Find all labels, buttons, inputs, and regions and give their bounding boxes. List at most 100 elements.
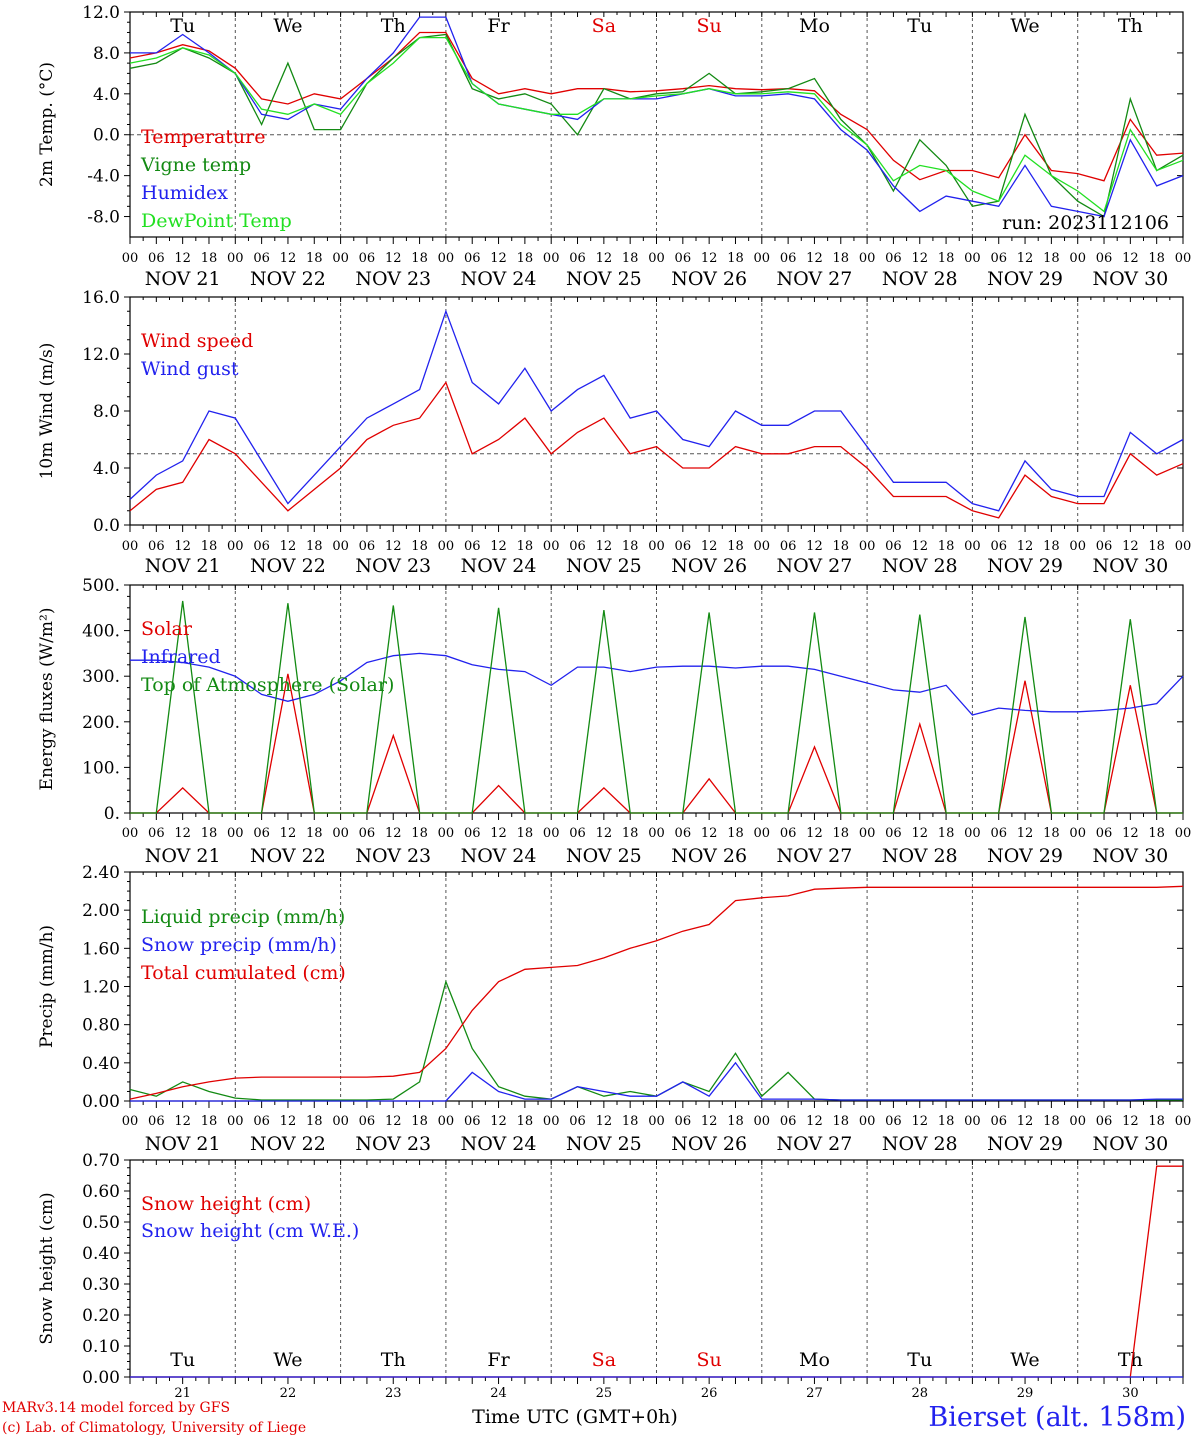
hour-tick-label: 12	[174, 826, 191, 841]
legend-entry: Total cumulated (cm)	[141, 962, 346, 984]
hour-tick-label: 06	[464, 1114, 481, 1129]
hour-tick-label: 18	[1043, 539, 1060, 554]
day-number: 30	[1122, 1386, 1139, 1401]
hour-tick-label: 06	[1096, 826, 1113, 841]
weekday-label: Th	[381, 1349, 406, 1371]
hour-tick-label: 00	[1069, 251, 1086, 266]
hour-tick-label: 06	[885, 251, 902, 266]
y-tick-label: 0.70	[82, 1151, 120, 1171]
hour-tick-label: 06	[885, 826, 902, 841]
date-label: NOV 23	[355, 555, 431, 577]
hour-tick-label: 12	[1122, 826, 1139, 841]
date-label: NOV 21	[145, 845, 221, 867]
y-tick-label: 8.0	[93, 44, 120, 64]
hour-tick-label: 18	[938, 1114, 955, 1129]
hour-tick-label: 06	[675, 1114, 692, 1129]
y-tick-label: -8.0	[87, 208, 120, 228]
hour-tick-label: 12	[911, 826, 928, 841]
y-axis-title: 10m Wind (m/s)	[37, 343, 57, 480]
hour-tick-label: 18	[306, 1114, 323, 1129]
date-label: NOV 25	[566, 845, 642, 867]
y-tick-label: 2.40	[82, 863, 120, 883]
hour-tick-label: 06	[780, 539, 797, 554]
hour-tick-label: 18	[622, 826, 639, 841]
date-label: NOV 22	[250, 268, 326, 290]
hour-tick-label: 18	[727, 251, 744, 266]
weekday-label: Tu	[907, 15, 932, 37]
hour-tick-label: 00	[543, 1114, 560, 1129]
hour-tick-label: 00	[227, 251, 244, 266]
series-line	[130, 1061, 1183, 1102]
hour-tick-label: 06	[1096, 251, 1113, 266]
legend-entry: Solar	[141, 618, 193, 640]
y-tick-label: 12.0	[82, 3, 120, 23]
hour-tick-label: 18	[833, 1114, 850, 1129]
day-number: 29	[1017, 1386, 1034, 1401]
date-label: NOV 28	[882, 555, 958, 577]
hour-tick-label: 06	[464, 539, 481, 554]
hour-tick-label: 18	[517, 251, 534, 266]
hour-tick-label: 00	[332, 1114, 349, 1129]
date-label: NOV 27	[777, 268, 853, 290]
hour-tick-label: 00	[964, 251, 981, 266]
hour-tick-label: 12	[385, 826, 402, 841]
y-axis-title: 2m Temp. (°C)	[37, 62, 57, 187]
hour-tick-label: 12	[1017, 539, 1034, 554]
date-label: NOV 29	[987, 555, 1063, 577]
hour-tick-label: 00	[648, 251, 665, 266]
day-number: 27	[806, 1386, 823, 1401]
y-tick-label: 2.00	[82, 901, 120, 921]
date-label: NOV 26	[671, 845, 747, 867]
hour-tick-label: 00	[754, 1114, 771, 1129]
hour-tick-label: 12	[490, 826, 507, 841]
date-label: NOV 29	[987, 268, 1063, 290]
date-label: NOV 24	[461, 1133, 537, 1155]
hour-tick-label: 18	[833, 539, 850, 554]
day-number: 24	[490, 1386, 507, 1401]
y-axis-title: Precip (mm/h)	[37, 925, 57, 1048]
hour-tick-label: 06	[675, 826, 692, 841]
hour-tick-label: 12	[1017, 1114, 1034, 1129]
hour-tick-label: 06	[253, 1114, 270, 1129]
hour-tick-label: 12	[596, 1114, 613, 1129]
legend-entry: Top of Atmosphere (Solar)	[141, 674, 394, 696]
lab-credit: (c) Lab. of Climatology, University of L…	[2, 1420, 307, 1436]
hour-tick-label: 12	[596, 251, 613, 266]
hour-tick-label: 18	[1148, 539, 1165, 554]
hour-tick-label: 12	[701, 1114, 718, 1129]
hour-tick-label: 06	[990, 539, 1007, 554]
hour-tick-label: 06	[1096, 539, 1113, 554]
legend-entry: Infrared	[141, 646, 221, 668]
hour-tick-label: 18	[1043, 826, 1060, 841]
hour-tick-label: 06	[780, 1114, 797, 1129]
day-number: 25	[596, 1386, 613, 1401]
hour-tick-label: 18	[1148, 1114, 1165, 1129]
y-tick-label: 1.60	[82, 939, 120, 959]
hour-tick-label: 18	[306, 251, 323, 266]
y-tick-label: 1.20	[82, 978, 120, 998]
hour-tick-label: 00	[1175, 826, 1192, 841]
date-label: NOV 30	[1092, 555, 1168, 577]
legend-entry: Wind speed	[141, 330, 253, 352]
hour-tick-label: 06	[253, 539, 270, 554]
y-tick-label: 300.	[82, 667, 120, 687]
y-tick-label: 0.40	[82, 1054, 120, 1074]
date-label: NOV 27	[777, 555, 853, 577]
hour-tick-label: 00	[543, 539, 560, 554]
legend-entry: Snow height (cm)	[141, 1193, 311, 1215]
hour-tick-label: 00	[227, 826, 244, 841]
hour-tick-label: 12	[174, 539, 191, 554]
hour-tick-label: 18	[517, 1114, 534, 1129]
y-tick-label: 4.0	[93, 459, 120, 479]
hour-tick-label: 18	[833, 826, 850, 841]
hour-tick-label: 18	[201, 251, 218, 266]
series-line	[129, 381, 1184, 519]
date-label: NOV 21	[145, 555, 221, 577]
hour-tick-label: 18	[1043, 1114, 1060, 1129]
weekday-label: Tu	[170, 1349, 195, 1371]
hour-tick-label: 18	[1148, 251, 1165, 266]
weekday-label: We	[1010, 15, 1039, 37]
date-label: NOV 25	[566, 1133, 642, 1155]
date-label: NOV 24	[461, 555, 537, 577]
date-label: NOV 24	[461, 845, 537, 867]
